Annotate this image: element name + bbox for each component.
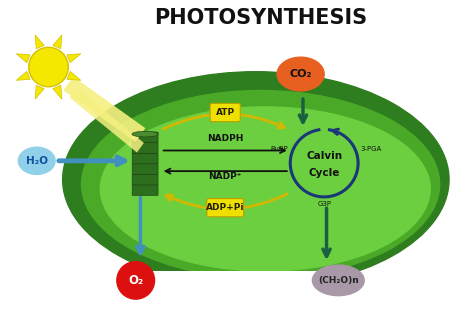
FancyBboxPatch shape — [132, 132, 158, 143]
Text: 3-PGA: 3-PGA — [360, 146, 381, 152]
Polygon shape — [53, 85, 62, 99]
Text: CO₂: CO₂ — [290, 69, 312, 79]
Text: ADP+Pi: ADP+Pi — [206, 203, 245, 212]
Polygon shape — [67, 54, 81, 63]
Text: ATP: ATP — [216, 108, 235, 117]
Bar — [1, 271, 473, 330]
Text: NADP⁺: NADP⁺ — [209, 172, 242, 181]
Ellipse shape — [82, 90, 439, 278]
FancyBboxPatch shape — [132, 143, 158, 153]
FancyBboxPatch shape — [207, 199, 244, 217]
FancyBboxPatch shape — [132, 164, 158, 174]
Polygon shape — [16, 54, 30, 63]
Polygon shape — [70, 88, 144, 153]
Polygon shape — [35, 85, 44, 99]
Ellipse shape — [18, 147, 55, 174]
FancyBboxPatch shape — [132, 185, 158, 196]
FancyBboxPatch shape — [132, 153, 158, 164]
Polygon shape — [67, 71, 81, 80]
Text: H₂O: H₂O — [26, 156, 48, 166]
Text: Cycle: Cycle — [309, 167, 340, 177]
Ellipse shape — [63, 72, 449, 287]
Polygon shape — [35, 35, 44, 49]
Text: G3P: G3P — [317, 201, 331, 207]
Ellipse shape — [100, 107, 430, 271]
Polygon shape — [16, 71, 30, 80]
Text: NADPH: NADPH — [207, 134, 244, 143]
Ellipse shape — [277, 57, 324, 91]
Text: RuBP: RuBP — [271, 146, 288, 152]
FancyBboxPatch shape — [132, 174, 158, 185]
Ellipse shape — [312, 265, 364, 296]
Polygon shape — [53, 35, 62, 49]
Polygon shape — [64, 76, 146, 142]
Text: Calvin: Calvin — [306, 151, 342, 161]
Text: PHOTOSYNTHESIS: PHOTOSYNTHESIS — [154, 8, 367, 28]
Circle shape — [29, 47, 68, 87]
Text: (CH₂O)n: (CH₂O)n — [318, 276, 359, 285]
FancyBboxPatch shape — [210, 103, 240, 122]
Ellipse shape — [132, 131, 158, 137]
Circle shape — [117, 261, 155, 299]
Text: O₂: O₂ — [128, 274, 143, 287]
